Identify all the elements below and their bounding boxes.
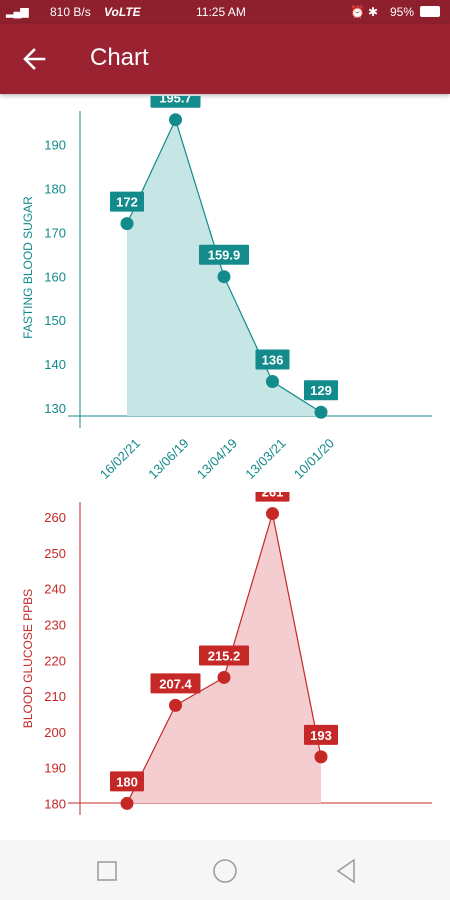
ppbs-y-tick-label: 220 bbox=[44, 653, 66, 668]
fbs-value-label-box bbox=[304, 380, 338, 401]
fbs-x-tick-label: 13/04/19 bbox=[194, 436, 240, 482]
fbs-y-tick-label: 130 bbox=[44, 401, 66, 416]
ppbs-y-tick-label: 200 bbox=[44, 725, 66, 740]
fbs-data-point bbox=[266, 375, 279, 389]
fbs-value-label-box bbox=[110, 191, 144, 212]
fbs-value-label: 159.9 bbox=[208, 248, 241, 263]
fbs-value-label: 129 bbox=[310, 383, 332, 398]
alarm-icon: ⏰ bbox=[350, 5, 365, 19]
ppbs-value-label: 207.4 bbox=[159, 676, 192, 691]
ppbs-y-tick-label: 190 bbox=[44, 761, 66, 776]
fbs-y-tick-label: 160 bbox=[44, 269, 66, 284]
app-bar: Chart bbox=[0, 24, 450, 94]
fbs-value-label: 195.7 bbox=[159, 96, 192, 106]
fbs-data-point bbox=[217, 270, 231, 284]
ppbs-data-point bbox=[120, 796, 134, 810]
battery-percent: 95% bbox=[390, 5, 415, 19]
fbs-data-point bbox=[120, 217, 134, 231]
ppbs-value-label-box bbox=[199, 645, 249, 666]
square-icon bbox=[97, 861, 117, 881]
fbs-area-fill bbox=[127, 119, 321, 417]
ppbs-value-label-box bbox=[110, 771, 144, 792]
ppbs-data-point bbox=[217, 670, 231, 684]
back-button[interactable] bbox=[18, 42, 54, 76]
network-label: VoLTE bbox=[104, 5, 141, 19]
status-bar: ▂▄▆ 810 B/s VoLTE 11:25 AM ⏰ ✱ 95% bbox=[0, 0, 450, 24]
circle-icon bbox=[213, 859, 237, 883]
ppbs-y-tick-label: 260 bbox=[44, 510, 66, 525]
recents-button[interactable] bbox=[90, 854, 124, 888]
bluetooth-icon: ✱ bbox=[368, 5, 379, 19]
fbs-y-tick-label: 190 bbox=[44, 138, 66, 153]
arrow-left-icon bbox=[23, 48, 46, 70]
fbs-value-label: 136 bbox=[262, 353, 284, 368]
fbs-y-tick-label: 180 bbox=[44, 182, 66, 197]
ppbs-data-point bbox=[169, 698, 182, 712]
ppbs-y-tick-label: 180 bbox=[44, 796, 66, 811]
page-title: Chart bbox=[90, 44, 149, 71]
ppbs-value-label: 261 bbox=[262, 492, 284, 500]
ppbs-y-tick-label: 240 bbox=[44, 582, 66, 597]
system-nav-bar bbox=[0, 840, 450, 900]
net-speed: 810 B/s bbox=[50, 5, 91, 19]
ppbs-data-point bbox=[266, 507, 279, 521]
ppbs-y-tick-label: 250 bbox=[44, 546, 66, 561]
fbs-y-axis-title: FASTING BLOOD SUGAR bbox=[21, 196, 35, 339]
fbs-value-label: 172 bbox=[116, 195, 138, 210]
fbs-x-tick-label: 13/06/19 bbox=[145, 436, 191, 482]
fbs-x-tick-label: 10/01/20 bbox=[291, 436, 337, 482]
ppbs-value-label-box bbox=[150, 673, 201, 694]
ppbs-area-fill bbox=[127, 513, 321, 804]
clock: 11:25 AM bbox=[196, 5, 246, 19]
fbs-x-tick-label: 16/02/21 bbox=[97, 436, 143, 482]
ppbs-y-tick-label: 230 bbox=[44, 618, 66, 633]
ppbs-value-label: 180 bbox=[116, 774, 138, 789]
fbs-data-point bbox=[314, 405, 328, 419]
fbs-value-label-box bbox=[199, 244, 249, 265]
fasting-blood-sugar-chart: 130 140 150 160 170 180 190 FASTING BLOOD SUGAR… bbox=[21, 96, 432, 482]
ppbs-value-label: 215.2 bbox=[208, 648, 241, 663]
ppbs-data-point bbox=[314, 750, 328, 764]
ppbs-value-label-box bbox=[304, 724, 338, 745]
fbs-data-point bbox=[169, 113, 182, 127]
home-button[interactable] bbox=[208, 854, 242, 888]
fbs-y-tick-label: 150 bbox=[44, 313, 66, 328]
system-back-button[interactable] bbox=[328, 854, 362, 888]
triangle-back-icon bbox=[336, 858, 355, 884]
fbs-y-tick-label: 140 bbox=[44, 357, 66, 372]
fbs-y-tick-label: 170 bbox=[44, 225, 66, 240]
battery-icon bbox=[420, 6, 440, 17]
ppbs-value-label-box bbox=[255, 492, 290, 502]
blood-glucose-ppbs-chart: 180 190 200 210 220 230 240 250 260 BLOOD GLUCOSE… bbox=[21, 492, 432, 815]
fbs-value-label-box bbox=[150, 96, 201, 108]
fbs-value-label-box bbox=[255, 349, 290, 370]
ppbs-y-axis-title: BLOOD GLUCOSE PPBS bbox=[21, 589, 35, 728]
fbs-x-tick-label: 13/03/21 bbox=[242, 436, 288, 482]
ppbs-value-label: 193 bbox=[310, 728, 332, 743]
signal-icon: ▂▄▆ bbox=[6, 6, 29, 18]
ppbs-y-tick-label: 210 bbox=[44, 689, 66, 704]
